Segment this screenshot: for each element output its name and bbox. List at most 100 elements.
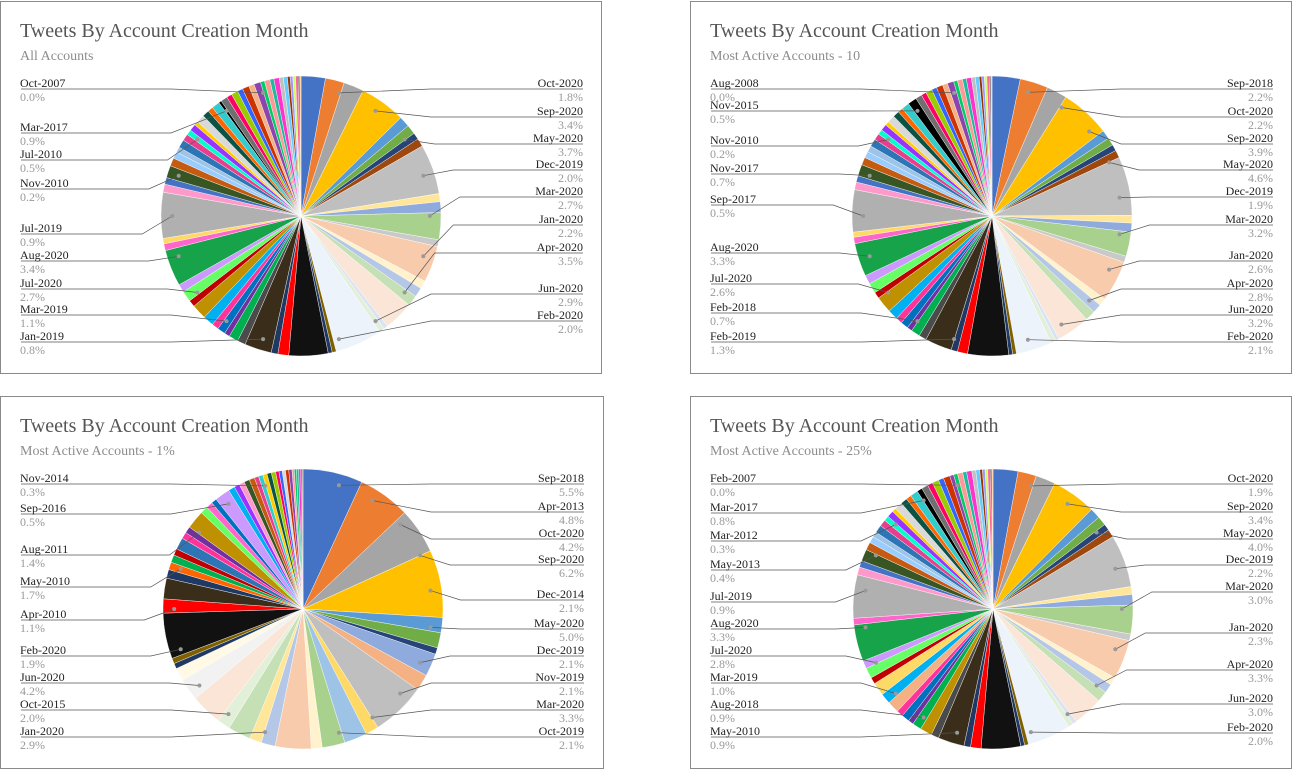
callout-percent: 2.6%	[710, 285, 735, 299]
callout-percent: 0.7%	[710, 314, 735, 328]
callout-leader-line	[21, 682, 200, 686]
callout-anchor-dot	[418, 660, 423, 665]
callout-label: Sep-2017 0.5%	[710, 192, 756, 220]
callout-percent: 0.0%	[20, 90, 45, 104]
callout-anchor-dot	[921, 715, 926, 720]
callout-leader-line	[711, 555, 877, 571]
callout-percent: 2.6%	[1248, 262, 1273, 276]
callout-anchor-dot	[428, 625, 433, 630]
callout-percent: 2.1%	[1248, 343, 1273, 357]
callout-leader-line	[21, 483, 266, 487]
callout-label: May-2020 4.6%	[1223, 157, 1273, 185]
callout-month: Oct-2019	[538, 724, 584, 738]
callout-anchor-dot	[263, 483, 268, 488]
callout-anchor-dot	[398, 691, 403, 696]
callout-anchor-dot	[1028, 483, 1033, 488]
callout-leader-line	[400, 524, 584, 540]
callout-percent: 0.5%	[710, 206, 735, 220]
callout-month: Jan-2020	[1229, 620, 1273, 634]
callout-label: Jul-2010 0.5%	[20, 147, 62, 175]
callout-label: Mar-2019 1.0%	[710, 670, 758, 698]
callout-month: Mar-2019	[20, 302, 68, 316]
callout-label: Nov-2019 2.1%	[535, 670, 584, 698]
chart-panel-most-active-10: Tweets By Account Creation Month Most Ac…	[690, 1, 1292, 374]
callout-leader-line	[711, 252, 870, 257]
callout-anchor-dot	[952, 90, 957, 95]
callout-anchor-dot	[226, 712, 231, 717]
pie-chart-svg	[21, 468, 584, 750]
callout-label: Oct-2015 2.0%	[20, 697, 65, 725]
callout-label: Mar-2020 3.0%	[1225, 579, 1273, 607]
callout-percent: 2.1%	[559, 738, 584, 752]
callout-leader-line	[1061, 107, 1273, 118]
callout-month: Nov-2010	[710, 133, 759, 147]
callout-label: May-2020 3.7%	[533, 131, 583, 159]
callout-anchor-dot	[893, 522, 898, 527]
callout-anchor-dot	[1059, 105, 1064, 110]
callout-leader-line	[1030, 731, 1273, 734]
callout-percent: 0.9%	[20, 134, 45, 148]
callout-leader-line	[404, 139, 583, 145]
callout-percent: 4.2%	[559, 540, 584, 554]
callout-anchor-dot	[867, 254, 872, 259]
callout-leader-line	[711, 312, 918, 322]
callout-label: Mar-2017 0.9%	[20, 120, 68, 148]
callout-label: Sep-2016 0.5%	[20, 501, 66, 529]
callout-month: Jan-2019	[20, 329, 64, 343]
callout-percent: 3.4%	[20, 262, 45, 276]
callout-leader-line	[1115, 632, 1273, 650]
callout-label: Aug-2018 0.9%	[710, 697, 759, 725]
callout-percent: 3.3%	[710, 254, 735, 268]
callout-anchor-dot	[336, 730, 341, 735]
callout-month: Aug-2020	[20, 248, 69, 262]
callout-anchor-dot	[886, 290, 891, 295]
callout-month: Mar-2020	[535, 184, 583, 198]
chart-title: Tweets By Account Creation Month	[20, 20, 309, 42]
callout-leader-line	[1067, 703, 1273, 715]
callout-month: Feb-2020	[20, 643, 66, 657]
callout-month: Jan-2020	[1229, 248, 1273, 262]
callout-month: Mar-2020	[536, 697, 584, 711]
callout-percent: 3.2%	[1248, 316, 1273, 330]
callout-percent: 1.9%	[1248, 198, 1273, 212]
callout-month: Jul-2019	[20, 221, 62, 235]
callout-leader-line	[711, 338, 955, 343]
callout-leader-line	[711, 590, 866, 603]
callout-label: Nov-2010 0.2%	[20, 176, 69, 204]
callout-month: Oct-2007	[20, 76, 66, 90]
callout-leader-line	[430, 590, 584, 601]
pie-chart-svg	[711, 75, 1273, 357]
callout-anchor-dot	[873, 660, 878, 665]
callout-label: Jun-2020 2.9%	[538, 281, 583, 309]
callout-leader-line	[21, 110, 227, 134]
callout-leader-line	[1119, 196, 1273, 198]
callout-leader-line	[1089, 288, 1273, 301]
callout-percent: 0.0%	[710, 90, 735, 104]
callout-anchor-dot	[418, 553, 423, 558]
callout-month: May-2020	[1223, 526, 1273, 540]
callout-label: Dec-2014 2.1%	[537, 587, 584, 615]
callout-leader-line	[711, 682, 896, 694]
callout-month: Apr-2010	[20, 607, 67, 621]
callout-label: May-2020 5.0%	[534, 616, 584, 644]
callout-label: Nov-2010 0.2%	[710, 133, 759, 161]
callout-label: Jan-2019 0.8%	[20, 329, 64, 357]
callout-month: Feb-2018	[710, 300, 756, 314]
chart-panel-most-active-1pct: Tweets By Account Creation Month Most Ac…	[0, 396, 604, 769]
callout-leader-line	[711, 139, 889, 147]
callout-leader-line	[429, 196, 583, 217]
callout-month: Apr-2013	[537, 499, 584, 513]
callout-label: Feb-2020 2.1%	[1227, 329, 1273, 357]
callout-percent: 0.9%	[710, 603, 735, 617]
callout-label: Aug-2011 1.4%	[20, 542, 68, 570]
callout-month: Apr-2020	[1226, 276, 1273, 290]
callout-percent: 2.1%	[559, 684, 584, 698]
callout-leader-line	[372, 709, 584, 718]
callout-percent: 0.3%	[710, 542, 735, 556]
callout-month: Dec-2019	[1225, 552, 1273, 566]
callout-month: Dec-2019	[536, 643, 584, 657]
callout-label: Nov-2014 0.3%	[20, 471, 69, 499]
callout-percent: 4.6%	[1248, 171, 1273, 185]
callout-label: Oct-2020 4.2%	[539, 526, 584, 554]
callout-label: Jul-2020 2.6%	[710, 271, 752, 299]
